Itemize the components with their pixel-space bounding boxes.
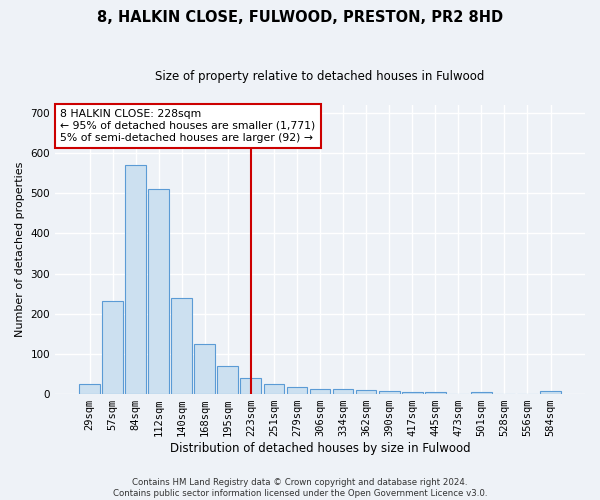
Bar — [332, 390, 353, 394]
Bar — [356, 390, 376, 394]
Title: Size of property relative to detached houses in Fulwood: Size of property relative to detached ho… — [155, 70, 485, 83]
Bar — [263, 384, 284, 394]
Bar — [102, 300, 123, 394]
Bar — [125, 165, 146, 394]
Y-axis label: Number of detached properties: Number of detached properties — [15, 162, 25, 337]
Bar — [217, 366, 238, 394]
Bar — [172, 298, 192, 394]
Bar — [148, 190, 169, 394]
Bar — [310, 389, 331, 394]
Bar — [241, 378, 261, 394]
Bar — [540, 392, 561, 394]
X-axis label: Distribution of detached houses by size in Fulwood: Distribution of detached houses by size … — [170, 442, 470, 455]
Text: 8 HALKIN CLOSE: 228sqm
← 95% of detached houses are smaller (1,771)
5% of semi-d: 8 HALKIN CLOSE: 228sqm ← 95% of detached… — [61, 110, 316, 142]
Bar — [471, 392, 492, 394]
Bar — [402, 392, 422, 394]
Text: 8, HALKIN CLOSE, FULWOOD, PRESTON, PR2 8HD: 8, HALKIN CLOSE, FULWOOD, PRESTON, PR2 8… — [97, 10, 503, 25]
Bar — [425, 392, 446, 394]
Bar — [379, 392, 400, 394]
Bar — [287, 388, 307, 394]
Bar — [194, 344, 215, 394]
Bar — [79, 384, 100, 394]
Text: Contains HM Land Registry data © Crown copyright and database right 2024.
Contai: Contains HM Land Registry data © Crown c… — [113, 478, 487, 498]
